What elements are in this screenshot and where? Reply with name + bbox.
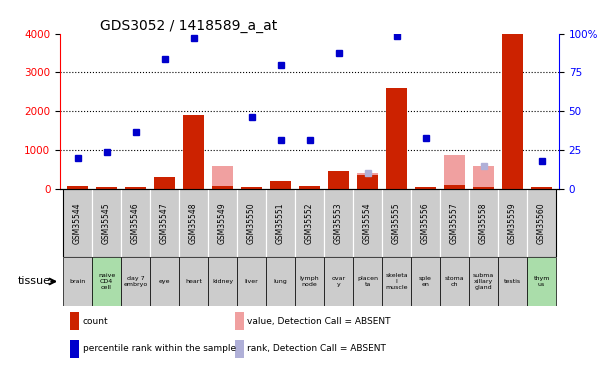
Bar xyxy=(266,189,295,257)
Text: GSM35546: GSM35546 xyxy=(131,202,140,244)
Bar xyxy=(358,175,377,189)
Text: brain: brain xyxy=(69,279,85,284)
Bar xyxy=(242,187,261,189)
Bar xyxy=(270,181,291,189)
Bar xyxy=(358,173,377,189)
Bar xyxy=(411,189,440,257)
Text: GSM35558: GSM35558 xyxy=(479,202,488,244)
Text: tissue: tissue xyxy=(17,276,50,286)
Bar xyxy=(150,189,179,257)
Text: placen
ta: placen ta xyxy=(357,276,378,287)
Bar xyxy=(234,312,243,330)
Text: GDS3052 / 1418589_a_at: GDS3052 / 1418589_a_at xyxy=(100,19,277,33)
Bar xyxy=(150,257,179,306)
Bar xyxy=(527,189,556,257)
Bar xyxy=(295,189,324,257)
Text: GSM35553: GSM35553 xyxy=(334,202,343,244)
Text: rank, Detection Call = ABSENT: rank, Detection Call = ABSENT xyxy=(247,344,386,353)
Bar xyxy=(531,187,552,189)
Text: GSM35560: GSM35560 xyxy=(537,202,546,244)
Bar xyxy=(234,340,243,358)
Text: GSM35556: GSM35556 xyxy=(421,202,430,244)
Bar xyxy=(474,166,493,189)
Text: GSM35549: GSM35549 xyxy=(218,202,227,244)
Text: percentile rank within the sample: percentile rank within the sample xyxy=(82,344,236,353)
Bar xyxy=(498,189,527,257)
Text: thym
us: thym us xyxy=(533,276,550,287)
Bar xyxy=(411,257,440,306)
Bar xyxy=(474,187,493,189)
Text: GSM35545: GSM35545 xyxy=(102,202,111,244)
Bar xyxy=(63,257,92,306)
Text: GSM35547: GSM35547 xyxy=(160,202,169,244)
Bar xyxy=(208,257,237,306)
Text: GSM35548: GSM35548 xyxy=(189,202,198,244)
Bar xyxy=(266,257,295,306)
Text: eye: eye xyxy=(159,279,170,284)
Bar xyxy=(527,257,556,306)
Bar xyxy=(353,189,382,257)
Text: kidney: kidney xyxy=(212,279,233,284)
Text: GSM35551: GSM35551 xyxy=(276,202,285,244)
Text: GSM35555: GSM35555 xyxy=(392,202,401,244)
Text: subma
xillary
gland: subma xillary gland xyxy=(473,273,494,290)
Bar xyxy=(502,34,523,189)
Bar xyxy=(70,340,79,358)
Text: lung: lung xyxy=(273,279,287,284)
Bar xyxy=(382,189,411,257)
Text: day 7
embryо: day 7 embryо xyxy=(123,276,148,287)
Text: skeleta
l
muscle: skeleta l muscle xyxy=(385,273,408,290)
Text: testis: testis xyxy=(504,279,521,284)
Bar xyxy=(328,171,349,189)
Bar xyxy=(179,189,208,257)
Bar xyxy=(382,257,411,306)
Text: liver: liver xyxy=(245,279,258,284)
Bar xyxy=(324,189,353,257)
Bar xyxy=(92,189,121,257)
Bar xyxy=(444,154,465,189)
Text: stoma
ch: stoma ch xyxy=(445,276,465,287)
Text: GSM35552: GSM35552 xyxy=(305,202,314,244)
Text: count: count xyxy=(82,316,108,326)
Text: heart: heart xyxy=(185,279,202,284)
Bar xyxy=(70,312,79,330)
Bar xyxy=(386,88,407,189)
Text: value, Detection Call = ABSENT: value, Detection Call = ABSENT xyxy=(247,316,391,326)
Bar xyxy=(440,189,469,257)
Bar xyxy=(63,189,92,257)
Text: naive
CD4
cell: naive CD4 cell xyxy=(98,273,115,290)
Text: lymph
node: lymph node xyxy=(300,276,319,287)
Bar xyxy=(444,185,465,189)
Bar xyxy=(237,189,266,257)
Text: GSM35544: GSM35544 xyxy=(73,202,82,244)
Bar xyxy=(92,257,121,306)
Bar xyxy=(299,186,320,189)
Bar xyxy=(212,186,233,189)
Bar xyxy=(353,257,382,306)
Bar xyxy=(121,189,150,257)
Bar xyxy=(440,257,469,306)
Text: GSM35557: GSM35557 xyxy=(450,202,459,244)
Bar xyxy=(415,187,436,189)
Bar xyxy=(208,189,237,257)
Text: GSM35550: GSM35550 xyxy=(247,202,256,244)
Bar xyxy=(154,177,175,189)
Text: ovar
y: ovar y xyxy=(332,276,346,287)
Bar xyxy=(67,186,88,189)
Text: sple
en: sple en xyxy=(419,276,432,287)
Bar xyxy=(121,257,150,306)
Bar xyxy=(212,166,233,189)
Bar xyxy=(237,257,266,306)
Bar xyxy=(96,188,117,189)
Bar xyxy=(126,187,145,189)
Bar xyxy=(469,189,498,257)
Text: GSM35554: GSM35554 xyxy=(363,202,372,244)
Bar xyxy=(179,257,208,306)
Bar xyxy=(324,257,353,306)
Bar xyxy=(498,257,527,306)
Bar xyxy=(295,257,324,306)
Bar xyxy=(469,257,498,306)
Bar xyxy=(183,115,204,189)
Text: GSM35559: GSM35559 xyxy=(508,202,517,244)
